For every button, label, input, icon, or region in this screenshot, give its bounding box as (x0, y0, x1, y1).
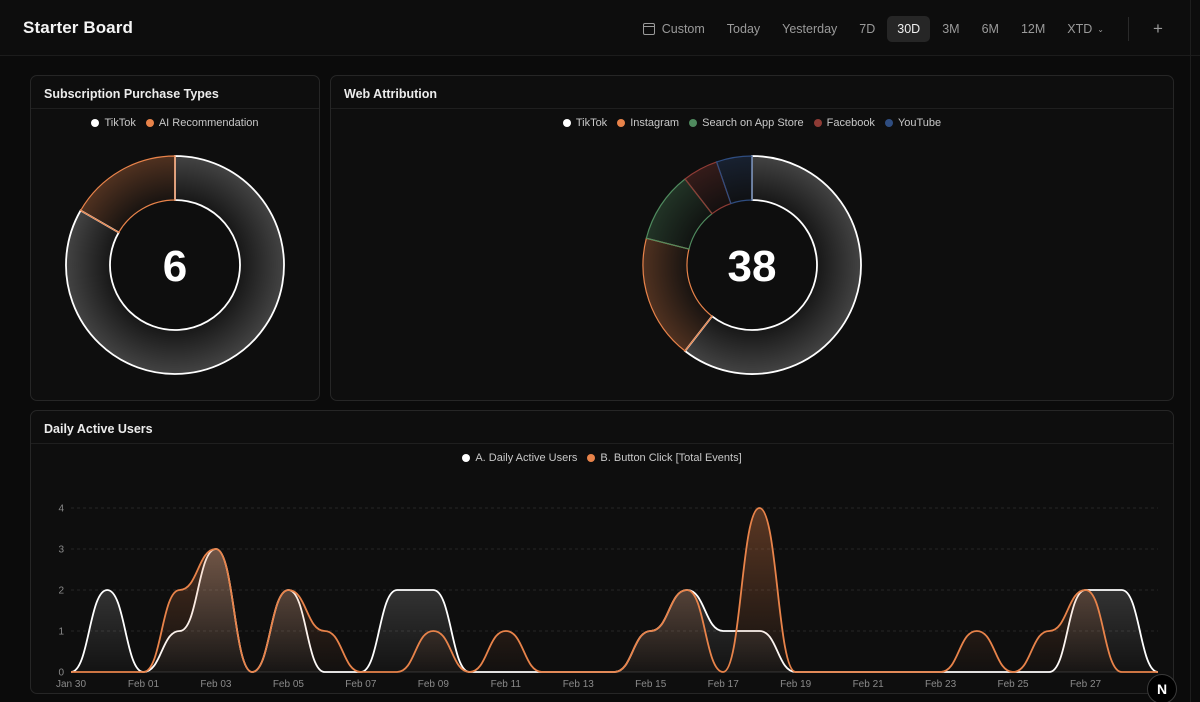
legend-item[interactable]: Search on App Store (689, 117, 804, 129)
legend-label: AI Recommendation (158, 117, 259, 129)
legend-dot (689, 119, 698, 127)
donut-slice[interactable] (683, 155, 862, 375)
x-tick-label: Feb 25 (997, 679, 1029, 690)
range-custom-button[interactable]: Custom (633, 16, 715, 42)
toolbar-divider (1128, 17, 1129, 41)
legend-item[interactable]: B. Button Click [Total Events] (587, 452, 742, 464)
chevron-down-icon: ⌄ (1097, 24, 1104, 34)
donut-slice[interactable] (715, 155, 753, 205)
add-widget-button[interactable]: + (1153, 19, 1163, 38)
web-attribution-card: Web Attribution TikTok Instagram Search on… (330, 75, 1174, 401)
legend-item[interactable]: AI Recommendation (145, 117, 259, 129)
x-tick-label: Feb 17 (708, 679, 740, 690)
dev-badge[interactable]: N (1147, 674, 1177, 702)
chart-legend: A. Daily Active Users B. Button Click [To… (31, 452, 1173, 464)
y-tick-label: 1 (58, 627, 64, 638)
series-line[interactable] (70, 507, 1158, 673)
range-today-button[interactable]: Today (726, 22, 761, 36)
legend-label: Search on App Store (702, 117, 804, 129)
legend-dot (617, 119, 626, 127)
x-tick-label: Feb 19 (780, 679, 812, 690)
card-title: Web Attribution (331, 76, 1173, 109)
range-7d-button[interactable]: 7D (859, 22, 876, 36)
range-xtd-dropdown[interactable]: XTD ⌄ (1057, 16, 1114, 42)
card-title: Subscription Purchase Types (31, 76, 319, 109)
legend-label: TikTok (104, 117, 136, 129)
legend-item[interactable]: YouTube (884, 117, 942, 129)
range-30d-button[interactable]: 30D (887, 16, 931, 42)
card-title: Daily Active Users (31, 411, 1173, 444)
legend-label: TikTok (575, 117, 608, 129)
donut-chart: 38 (642, 155, 862, 375)
range-3m-button[interactable]: 3M (942, 22, 960, 36)
x-tick-label: Feb 27 (1070, 679, 1102, 690)
legend-item[interactable]: Facebook (813, 117, 875, 129)
legend-dot (145, 119, 154, 127)
y-tick-label: 2 (58, 586, 64, 597)
daily-active-users-card: Daily Active Users A. Daily Active Users… (30, 410, 1174, 694)
range-custom-label: Custom (661, 22, 705, 36)
legend-label: Instagram (630, 117, 680, 129)
legend-label: B. Button Click [Total Events] (600, 452, 742, 464)
y-tick-label: 4 (58, 504, 64, 515)
y-tick-label: 0 (58, 668, 64, 679)
legend-item[interactable]: Instagram (617, 117, 679, 129)
donut-chart: 6 (65, 155, 285, 375)
x-tick-label: Feb 03 (200, 679, 232, 690)
x-tick-label: Feb 07 (345, 679, 377, 690)
legend-item[interactable]: TikTok (562, 117, 608, 129)
chart-legend: TikTok AI Recommendation (31, 117, 319, 129)
range-6m-button[interactable]: 6M (981, 22, 999, 36)
x-tick-label: Feb 11 (491, 679, 522, 690)
calendar-icon (642, 23, 655, 35)
top-bar: Starter Board Custom Today Yesterday 7D … (0, 0, 1200, 56)
x-tick-label: Feb 05 (273, 679, 305, 690)
range-12m-button[interactable]: 12M (1020, 22, 1046, 36)
legend-label: A. Daily Active Users (475, 452, 578, 464)
donut-center-value: 38 (728, 242, 777, 291)
date-range-selector: Custom Today Yesterday 7D 30D 3M 6M 12M … (633, 16, 1114, 42)
x-tick-label: Jan 30 (56, 679, 86, 690)
range-xtd-label: XTD (1067, 22, 1093, 36)
donut-center-value: 6 (163, 242, 187, 291)
x-tick-label: Feb 21 (853, 679, 885, 690)
legend-item[interactable]: TikTok (91, 117, 136, 129)
legend-dot (587, 454, 596, 462)
x-tick-label: Feb 15 (635, 679, 667, 690)
subscription-purchase-types-card: Subscription Purchase Types TikTok AI Rec… (30, 75, 320, 401)
legend-label: Facebook (826, 117, 875, 129)
x-tick-label: Feb 13 (563, 679, 595, 690)
legend-dot (813, 119, 822, 127)
donut-slice[interactable] (65, 155, 285, 375)
y-tick-label: 3 (58, 545, 64, 556)
chart-legend: TikTok Instagram Search on App Store Facebo… (331, 117, 1173, 129)
legend-item[interactable]: A. Daily Active Users (462, 452, 577, 464)
board-title: Starter Board (23, 18, 133, 37)
range-yesterday-button[interactable]: Yesterday (782, 22, 838, 36)
x-tick-label: Feb 09 (418, 679, 450, 690)
legend-dot (91, 119, 100, 127)
donut-slice[interactable] (79, 155, 176, 234)
scrollbar-track[interactable] (1190, 0, 1200, 702)
legend-dot (884, 119, 893, 127)
legend-dot (462, 454, 471, 462)
x-tick-label: Feb 01 (128, 679, 160, 690)
area-chart: 0 1 2 3 4 Jan 30 Feb 01 Feb 03 Feb 05 Feb 07 Feb 0… (56, 504, 1162, 691)
legend-label: YouTube (897, 117, 942, 129)
legend-dot (562, 119, 571, 127)
x-tick-label: Feb 23 (925, 679, 957, 690)
